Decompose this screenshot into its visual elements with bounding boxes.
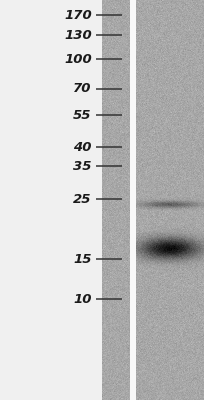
Text: 55: 55: [73, 109, 92, 122]
Text: 35: 35: [73, 160, 92, 172]
Text: 70: 70: [73, 82, 92, 95]
Text: 40: 40: [73, 141, 92, 154]
Text: 10: 10: [73, 293, 92, 306]
Text: 170: 170: [64, 9, 92, 22]
Text: 130: 130: [64, 29, 92, 42]
Text: 25: 25: [73, 193, 92, 206]
Text: 15: 15: [73, 253, 92, 266]
Text: 100: 100: [64, 53, 92, 66]
